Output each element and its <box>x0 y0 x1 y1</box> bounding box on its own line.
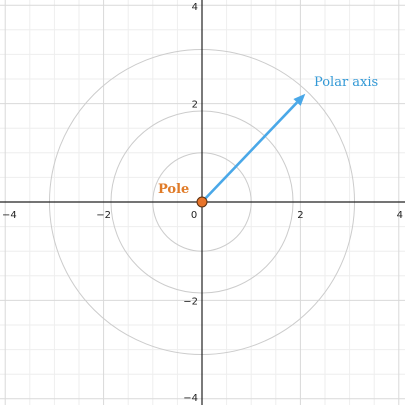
pole-group <box>196 196 208 208</box>
pole-point <box>196 196 208 208</box>
polar-axis-arrow-group <box>201 93 306 203</box>
y-tick-label: −4 <box>183 393 198 404</box>
y-tick-label: 4 <box>192 2 198 13</box>
x-tick-label: −2 <box>96 210 111 221</box>
y-tick-label: −2 <box>183 296 198 307</box>
x-tick-label: 2 <box>297 210 303 221</box>
x-tick-label: −4 <box>2 210 17 221</box>
polar-axis-arrow <box>201 101 298 203</box>
x-tick-label: 0 <box>191 210 197 221</box>
polar-axis-arrowhead <box>293 93 306 106</box>
polar-axis-label: Polar axis <box>314 75 378 90</box>
pole-label: Pole <box>158 182 189 197</box>
x-tick-label: 4 <box>397 210 403 221</box>
y-tick-label: 2 <box>192 100 198 111</box>
